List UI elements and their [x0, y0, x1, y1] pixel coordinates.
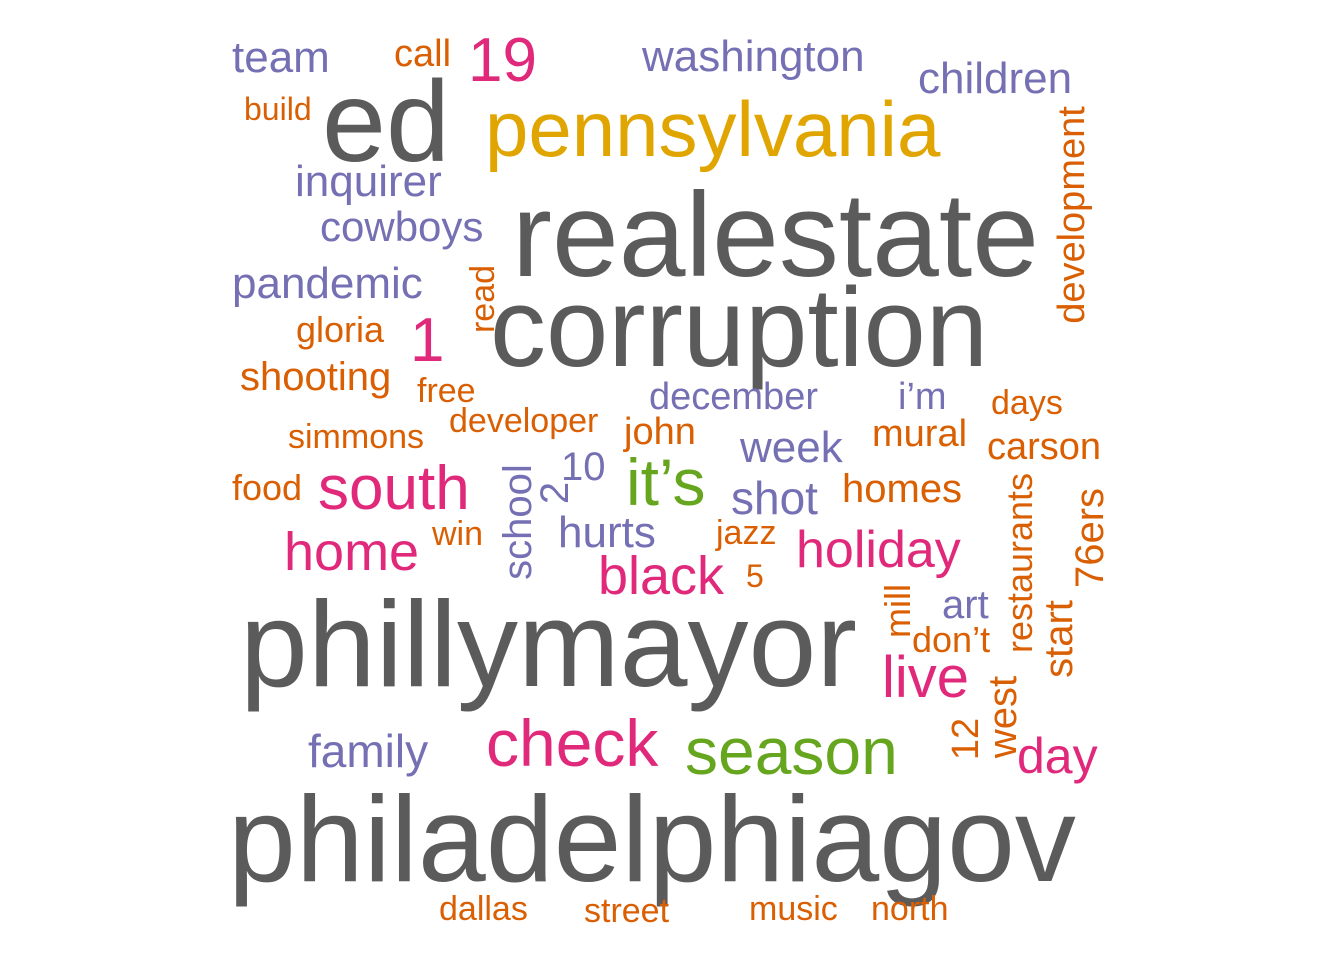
word-children: children [918, 54, 1073, 103]
word-art: art [942, 583, 989, 627]
word-19: 19 [468, 26, 537, 95]
word-inquirer: inquirer [295, 157, 442, 206]
word-season: season [685, 714, 898, 788]
word-pennsylvania: pennsylvania [485, 85, 941, 173]
word-free: free [417, 372, 476, 410]
word-call: call [394, 33, 452, 75]
word-food: food [232, 467, 303, 508]
word-build: build [244, 91, 312, 127]
word-mural: mural [872, 413, 968, 455]
word-family: family [308, 725, 429, 777]
word-development: development [1050, 106, 1093, 324]
word-december: december [649, 376, 818, 418]
word-gloria: gloria [296, 309, 385, 350]
word-live: live [882, 645, 970, 710]
word-realestate: realestate [512, 168, 1039, 302]
word-10: 10 [561, 445, 606, 489]
word-homes: homes [842, 467, 963, 511]
word-south: south [318, 454, 470, 523]
word-its: it’s [626, 445, 706, 519]
word-washington: washington [642, 32, 865, 81]
word-dallas: dallas [439, 890, 528, 928]
word-hurts: hurts [558, 508, 656, 557]
word-day: day [1017, 728, 1098, 784]
word-1: 1 [410, 306, 445, 375]
word-12: 12 [945, 717, 988, 761]
word-carson: carson [987, 426, 1102, 468]
word-pandemic: pandemic [232, 259, 423, 308]
word-school: school [495, 464, 540, 580]
word-restaurants: restaurants [999, 472, 1041, 654]
word-corruption: corruption [490, 265, 989, 390]
word-read: read [464, 264, 503, 334]
word-street: street [584, 892, 670, 930]
word-week: week [740, 423, 843, 472]
word-ed: ed [322, 58, 450, 186]
word-team: team [232, 33, 330, 82]
word-phillymayor: phillymayor [240, 576, 857, 712]
word-mill: mill [876, 584, 918, 638]
word-philadelphiagov: philadelphiagov [228, 771, 1076, 907]
word-shooting: shooting [240, 355, 392, 399]
word-76ers: 76ers [1068, 487, 1113, 589]
word-5: 5 [746, 558, 764, 594]
word-john: john [624, 411, 696, 453]
word-win: win [432, 515, 484, 553]
word-dont: don’t [912, 619, 991, 660]
word-im: i’m [898, 376, 947, 418]
word-black: black [598, 546, 725, 606]
word-check: check [486, 706, 659, 780]
word-home: home [284, 522, 420, 582]
word-jazz: jazz [716, 514, 777, 552]
word-days: days [991, 384, 1063, 422]
word-cowboys: cowboys [320, 203, 484, 250]
word-developer: developer [449, 402, 599, 440]
word-2: 2 [533, 481, 578, 505]
word-simmons: simmons [288, 418, 425, 456]
word-music: music [749, 890, 838, 928]
word-north: north [871, 890, 949, 928]
word-holiday: holiday [796, 521, 961, 579]
word-start: start [1036, 600, 1081, 678]
word-shot: shot [731, 472, 818, 524]
